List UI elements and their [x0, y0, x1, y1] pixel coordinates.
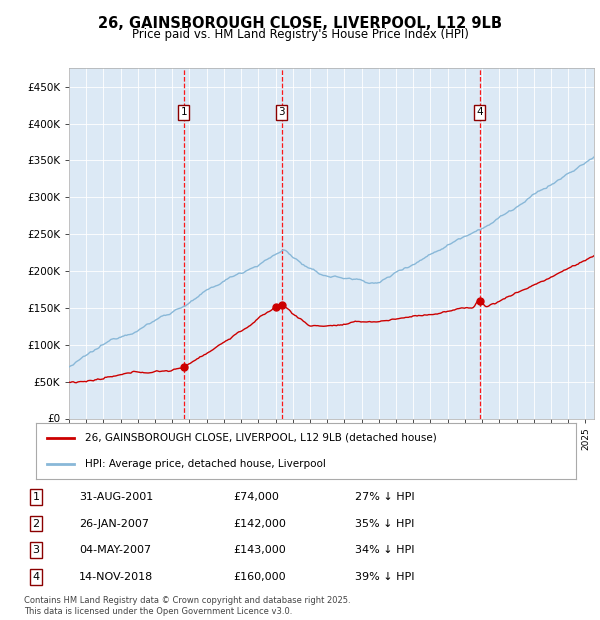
Text: 35% ↓ HPI: 35% ↓ HPI [355, 518, 415, 529]
Text: HPI: Average price, detached house, Liverpool: HPI: Average price, detached house, Live… [85, 459, 325, 469]
Text: 26, GAINSBOROUGH CLOSE, LIVERPOOL, L12 9LB (detached house): 26, GAINSBOROUGH CLOSE, LIVERPOOL, L12 9… [85, 433, 436, 443]
Text: 4: 4 [32, 572, 40, 582]
Text: 2: 2 [32, 518, 40, 529]
Text: 3: 3 [32, 545, 40, 556]
Text: 1: 1 [181, 107, 187, 117]
Text: £142,000: £142,000 [234, 518, 287, 529]
Text: 27% ↓ HPI: 27% ↓ HPI [355, 492, 415, 502]
Text: 1: 1 [32, 492, 40, 502]
Text: 31-AUG-2001: 31-AUG-2001 [79, 492, 154, 502]
Text: £74,000: £74,000 [234, 492, 280, 502]
Text: £160,000: £160,000 [234, 572, 286, 582]
Text: 26, GAINSBOROUGH CLOSE, LIVERPOOL, L12 9LB: 26, GAINSBOROUGH CLOSE, LIVERPOOL, L12 9… [98, 16, 502, 30]
Text: 4: 4 [476, 107, 483, 117]
Text: 34% ↓ HPI: 34% ↓ HPI [355, 545, 415, 556]
Text: 39% ↓ HPI: 39% ↓ HPI [355, 572, 415, 582]
Text: 14-NOV-2018: 14-NOV-2018 [79, 572, 154, 582]
Text: 04-MAY-2007: 04-MAY-2007 [79, 545, 151, 556]
Text: 26-JAN-2007: 26-JAN-2007 [79, 518, 149, 529]
Text: Price paid vs. HM Land Registry's House Price Index (HPI): Price paid vs. HM Land Registry's House … [131, 28, 469, 41]
Text: £143,000: £143,000 [234, 545, 287, 556]
Text: Contains HM Land Registry data © Crown copyright and database right 2025.
This d: Contains HM Land Registry data © Crown c… [24, 596, 350, 616]
Text: 3: 3 [278, 107, 285, 117]
